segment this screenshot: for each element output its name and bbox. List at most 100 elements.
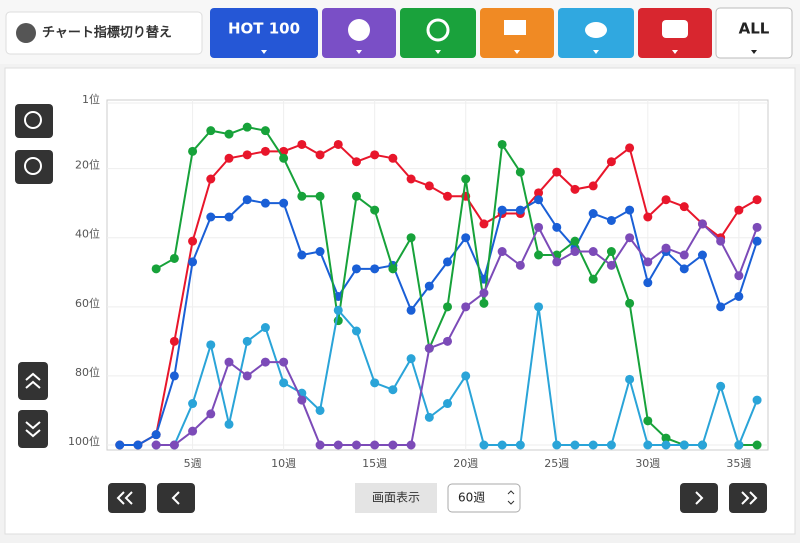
data-point: [169, 440, 179, 450]
switch-label: チャート指標切り替え: [42, 25, 172, 41]
data-point: [388, 440, 398, 450]
zoom-in[interactable]: [15, 104, 53, 138]
data-point: [406, 354, 416, 364]
tab-arrows: [261, 50, 757, 54]
x-tick-label: 25週: [544, 457, 569, 470]
data-point: [497, 139, 507, 149]
data-point: [752, 236, 762, 246]
data-point: [443, 257, 453, 267]
data-point: [297, 250, 307, 260]
tab-label: ALL: [739, 20, 770, 38]
tab-all[interactable]: [715, 7, 793, 59]
icon: [507, 490, 515, 505]
tab-icon: [348, 19, 370, 41]
period-select[interactable]: [447, 483, 521, 513]
data-point: [406, 440, 416, 450]
data-point: [206, 212, 216, 222]
prev-button[interactable]: [157, 483, 195, 513]
data-point: [752, 222, 762, 232]
data-point: [734, 291, 744, 301]
data-point: [333, 139, 343, 149]
data-point: [588, 440, 598, 450]
data-point: [388, 153, 398, 163]
data-point: [752, 395, 762, 405]
data-point: [443, 399, 453, 409]
data-point: [515, 260, 525, 270]
data-point: [315, 405, 325, 415]
icon: [25, 421, 41, 438]
data-point: [534, 302, 544, 312]
data-point: [606, 260, 616, 270]
x-tick-label: 35週: [726, 457, 751, 470]
icon: [171, 491, 180, 505]
data-point: [206, 174, 216, 184]
data-point: [279, 198, 289, 208]
data-point: [279, 357, 289, 367]
switch-box: [5, 11, 203, 55]
tab-label: HOT 100: [228, 20, 300, 38]
data-point: [570, 236, 580, 246]
y-tick-label: 60位: [75, 296, 100, 310]
data-point: [224, 153, 234, 163]
data-point: [115, 440, 125, 450]
data-point: [625, 205, 635, 215]
switch-icon[interactable]: [16, 23, 36, 43]
tab-icon: [662, 20, 688, 38]
icon: [116, 491, 133, 505]
data-point: [333, 440, 343, 450]
data-point: [588, 181, 598, 191]
plot: 1位 20位 40位 60位 80位 100位 5週 10週 15週 20週 25週 30週 35週: [68, 92, 768, 470]
data-point: [260, 357, 270, 367]
data-point: [479, 219, 489, 229]
data-point: [534, 250, 544, 260]
data-point: [716, 302, 726, 312]
series-line: [156, 222, 759, 446]
tab-hot[interactable]: [210, 8, 318, 58]
data-point: [351, 191, 361, 201]
data-point: [351, 440, 361, 450]
data-point: [697, 250, 707, 260]
display-box: [355, 483, 437, 513]
data-point: [479, 298, 489, 308]
data-point: [588, 274, 598, 284]
data-point: [388, 385, 398, 395]
data-point: [643, 278, 653, 288]
data-point: [370, 440, 380, 450]
data-point: [606, 215, 616, 225]
data-point: [461, 174, 471, 184]
display-label: 画面表示: [372, 491, 420, 505]
data-point: [679, 264, 689, 274]
data-point: [315, 150, 325, 160]
data-point: [643, 212, 653, 222]
data-point: [461, 371, 471, 381]
data-point: [515, 440, 525, 450]
data-point: [552, 257, 562, 267]
data-point: [443, 302, 453, 312]
data-point: [606, 247, 616, 257]
data-point: [570, 247, 580, 257]
data-point: [260, 198, 270, 208]
tab-icon: [504, 20, 526, 35]
data-point: [406, 174, 416, 184]
y-tick-label: 40位: [75, 227, 100, 241]
data-point: [242, 150, 252, 160]
data-point: [679, 440, 689, 450]
data-point: [570, 184, 580, 194]
data-point: [297, 395, 307, 405]
y-tick-label: 1位: [82, 92, 100, 106]
zoom-out[interactable]: [15, 150, 53, 184]
data-point: [260, 146, 270, 156]
data-point: [424, 343, 434, 353]
data-point: [260, 126, 270, 136]
data-point: [279, 153, 289, 163]
data-point: [752, 440, 762, 450]
data-point: [461, 233, 471, 243]
data-point: [188, 146, 198, 156]
data-point: [443, 336, 453, 346]
tab-radio[interactable]: [400, 8, 476, 58]
data-point: [679, 202, 689, 212]
data-point: [188, 426, 198, 436]
next-button[interactable]: [680, 483, 718, 513]
data-point: [242, 371, 252, 381]
data-point: [224, 129, 234, 139]
